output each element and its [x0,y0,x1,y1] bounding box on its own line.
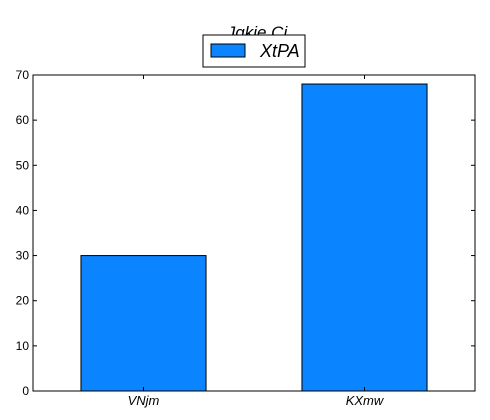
plot-area: VNjm KXmw 0 10 20 30 40 50 60 70 [16,68,476,408]
y-tick-label-70: 70 [16,68,30,82]
legend: XtPA [202,34,306,68]
axes-frame [32,74,476,392]
x-tick-label-kxmw: KXmw [346,393,385,408]
legend-swatch-xtpa [210,43,246,58]
y-tick-label-30: 30 [16,249,30,263]
y-tick-label-60: 60 [16,113,30,127]
x-tick-label-vnjm: VNjm [128,393,160,408]
y-tick-label-40: 40 [16,203,30,217]
bar-vnjm [80,255,207,392]
y-tick-label-10: 10 [16,339,30,353]
legend-label-xtpa: XtPA [259,41,300,61]
y-tick-label-20: 20 [16,294,30,308]
y-tick-label-0: 0 [22,384,29,398]
y-tick-label-50: 50 [16,158,30,172]
bar-kxmw [301,83,428,392]
